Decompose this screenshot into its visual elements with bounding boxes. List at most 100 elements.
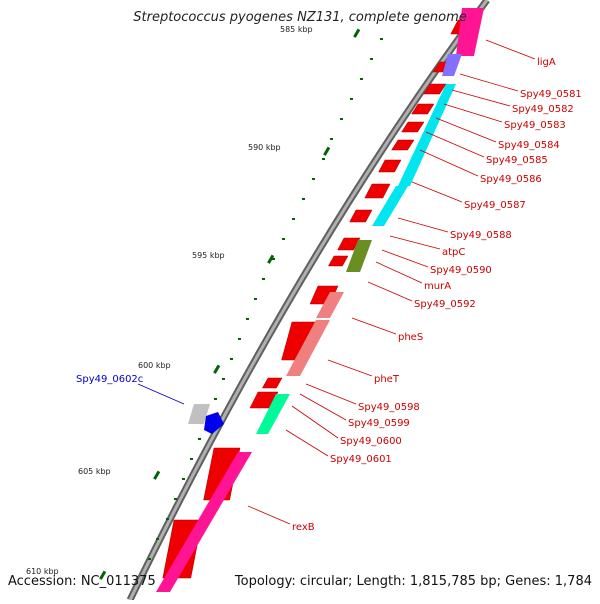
gene-block-grey bbox=[188, 404, 210, 424]
genome-backbone-highlight bbox=[128, 0, 489, 601]
tick-dot bbox=[302, 198, 305, 200]
gene-label: Spy49_0584 bbox=[498, 140, 560, 151]
leader-line bbox=[435, 117, 497, 143]
gene-label: pheT bbox=[374, 374, 400, 385]
leader-line bbox=[299, 393, 347, 421]
tick-label: 610 kbp bbox=[26, 567, 59, 576]
topology-text: Topology: circular; Length: 1,815,785 bp… bbox=[234, 574, 592, 589]
gene-cds-arrow bbox=[411, 103, 435, 115]
tick-dot bbox=[360, 78, 363, 80]
leader-line bbox=[327, 359, 373, 377]
gene-block-salmon bbox=[316, 292, 344, 318]
tick-label: 600 kbp bbox=[138, 361, 171, 370]
tick-mark bbox=[267, 254, 275, 264]
gene-block-blue bbox=[204, 412, 224, 434]
leader-line bbox=[381, 249, 429, 268]
gene-label: pheS bbox=[398, 332, 423, 343]
tick-dot bbox=[350, 98, 353, 100]
gene-block-olive bbox=[346, 240, 372, 272]
gene-label: Spy49_0601 bbox=[330, 454, 392, 465]
leader-line bbox=[367, 281, 413, 302]
tick-dot bbox=[254, 298, 257, 300]
tick-dot bbox=[340, 118, 343, 120]
leader-line bbox=[305, 383, 357, 405]
gene-label: murA bbox=[424, 281, 451, 292]
leader-line bbox=[389, 235, 441, 250]
leader-line bbox=[485, 39, 536, 60]
tick-label: 585 kbp bbox=[280, 25, 313, 34]
gene-label: Spy49_0600 bbox=[340, 436, 402, 447]
gene-label: Spy49_0581 bbox=[520, 89, 582, 100]
tick-dot bbox=[272, 258, 275, 260]
gene-label: Spy49_0586 bbox=[480, 174, 542, 185]
tick-dot bbox=[174, 498, 177, 500]
gene-block-purple bbox=[442, 54, 462, 76]
gene-block-cyan-2 bbox=[372, 186, 408, 226]
leader-line bbox=[459, 73, 519, 92]
tick-mark bbox=[153, 470, 161, 480]
leader-line bbox=[397, 217, 449, 233]
gene-label: Spy49_0585 bbox=[486, 155, 548, 166]
gene-cds-arrow bbox=[327, 255, 349, 267]
tick-dot bbox=[156, 538, 159, 540]
tick-label: 595 kbp bbox=[192, 251, 225, 260]
gene-label-blue: Spy49_0602c bbox=[76, 374, 143, 385]
tick-label: 590 kbp bbox=[248, 143, 281, 152]
accession-text: Accession: NC_011375 bbox=[8, 574, 156, 589]
tick-dot bbox=[166, 518, 169, 520]
tick-dot bbox=[214, 398, 217, 400]
gene-block-pink-2 bbox=[156, 452, 252, 592]
tick-dot bbox=[322, 158, 325, 160]
gene-cds-arrow bbox=[378, 159, 402, 173]
gene-label: Spy49_0598 bbox=[358, 402, 420, 413]
tick-label: 605 kbp bbox=[78, 467, 111, 476]
tick-dot bbox=[148, 558, 151, 560]
gene-label: Spy49_0587 bbox=[464, 200, 526, 211]
gene-label: Spy49_0599 bbox=[348, 418, 410, 429]
leader-line bbox=[351, 317, 397, 335]
gene-block-cyan bbox=[398, 84, 456, 186]
tick-mark bbox=[99, 570, 107, 580]
tick-dot bbox=[238, 338, 241, 340]
gene-cds-arrow bbox=[261, 377, 283, 389]
page-title: Streptococcus pyogenes NZ131, complete g… bbox=[133, 10, 467, 25]
tick-dot bbox=[262, 278, 265, 280]
leader-line bbox=[285, 429, 329, 457]
leader-line bbox=[419, 149, 479, 177]
leader-line bbox=[451, 89, 511, 107]
gene-label: Spy49_0590 bbox=[430, 265, 492, 276]
gene-cds-arrow bbox=[401, 121, 425, 133]
leader-line bbox=[425, 131, 485, 158]
leader-line-blue bbox=[137, 383, 185, 405]
tick-dot bbox=[380, 38, 383, 40]
gene-cds-arrow bbox=[337, 237, 361, 251]
gene-label: Spy49_0592 bbox=[414, 299, 476, 310]
tick-dot bbox=[190, 458, 193, 460]
leader-line bbox=[411, 181, 463, 203]
tick-dot bbox=[230, 358, 233, 360]
gene-cds-arrow bbox=[423, 83, 447, 95]
tick-mark bbox=[353, 28, 361, 38]
gene-label: Spy49_0583 bbox=[504, 120, 566, 131]
gene-label: atpC bbox=[442, 247, 465, 258]
leader-line bbox=[375, 261, 423, 284]
gene-label: Spy49_0582 bbox=[512, 104, 574, 115]
gene-cds-arrow bbox=[391, 139, 415, 151]
tick-dot bbox=[292, 218, 295, 220]
gene-block-green bbox=[256, 394, 290, 434]
gene-label: Spy49_0588 bbox=[450, 230, 512, 241]
leader-line bbox=[443, 103, 503, 123]
tick-dot bbox=[312, 178, 315, 180]
gene-block-pink bbox=[456, 8, 484, 56]
tick-mark bbox=[213, 364, 221, 374]
tick-dot bbox=[198, 438, 201, 440]
gene-label: ligA bbox=[537, 57, 556, 68]
gene-cds-arrow bbox=[364, 183, 391, 199]
gene-block-salmon-2 bbox=[286, 320, 330, 376]
tick-dot bbox=[222, 378, 225, 380]
tick-dot bbox=[282, 238, 285, 240]
tick-dot bbox=[246, 318, 249, 320]
gene-cds-arrow bbox=[349, 209, 373, 223]
tick-dot bbox=[370, 58, 373, 60]
